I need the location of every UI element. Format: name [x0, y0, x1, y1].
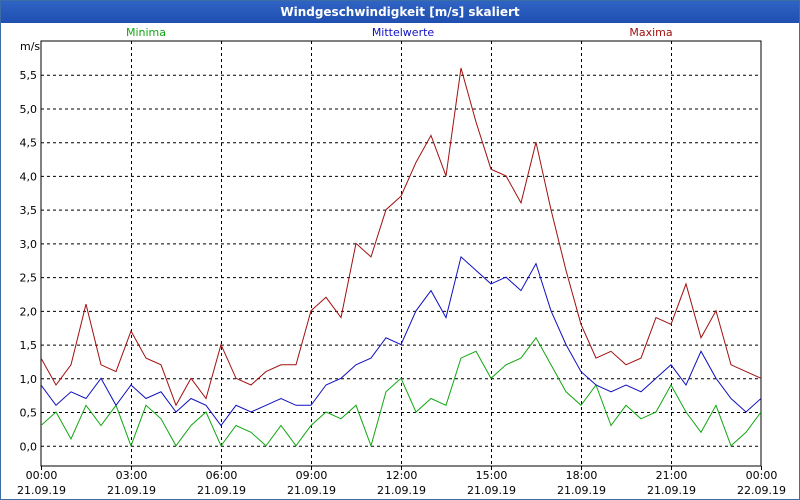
- y-tick-label: 4,5: [20, 137, 38, 150]
- x-tick-date-label: 22.09.19: [737, 484, 786, 497]
- wind-speed-chart: 0,0 0,5 1,0 1,5 2,0 2,5 3,0 3,5 4,0 4,5 5,0 5,5 00:0…: [17, 26, 786, 497]
- y-tick-label: 2,0: [20, 305, 38, 318]
- x-tick-time-label: 15:00: [476, 469, 508, 482]
- window-title: Windgeschwindigkeit [m/s] skaliert: [1, 1, 799, 23]
- y-tick-label: 5,5: [20, 69, 38, 82]
- y-tick-label: 3,0: [20, 238, 38, 251]
- x-tick-time-label: 03:00: [116, 469, 148, 482]
- y-tick-label: 3,5: [20, 204, 38, 217]
- x-tick-time-label: 09:00: [296, 469, 328, 482]
- x-tick-time-label: 21:00: [656, 469, 688, 482]
- y-tick-label: 1,0: [20, 373, 38, 386]
- x-tick-date-label: 21.09.19: [647, 484, 696, 497]
- y-tick-label: 0,5: [20, 407, 38, 420]
- x-tick-date-label: 21.09.19: [17, 484, 66, 497]
- x-tick-date-label: 21.09.19: [287, 484, 336, 497]
- y-tick-label: 0,0: [20, 440, 38, 453]
- legend-maxima: Maxima: [629, 26, 672, 39]
- x-tick-date-label: 21.09.19: [107, 484, 156, 497]
- y-tick-label: 4,0: [20, 170, 38, 183]
- y-tick-label: 2,5: [20, 272, 38, 285]
- series-line-maxima: [41, 67, 761, 407]
- y-axis-label: m/s: [20, 40, 40, 53]
- x-tick-time-label: 18:00: [566, 469, 598, 482]
- legend-minima: Minima: [126, 26, 166, 39]
- x-tick-time-label: 12:00: [386, 469, 418, 482]
- x-tick-time-label: 00:00: [26, 469, 58, 482]
- legend-mittelwerte: Mittelwerte: [372, 26, 435, 39]
- x-tick-time-label: 00:00: [746, 469, 778, 482]
- y-tick-label: 1,5: [20, 339, 38, 352]
- x-tick-date-label: 21.09.19: [377, 484, 426, 497]
- x-tick-date-label: 21.09.19: [467, 484, 516, 497]
- x-tick-date-label: 21.09.19: [197, 484, 246, 497]
- series-line-mittelwerte: [41, 255, 761, 427]
- x-tick-time-label: 06:00: [206, 469, 238, 482]
- series-line-minima: [41, 336, 761, 448]
- y-tick-label: 5,0: [20, 103, 38, 116]
- x-tick-date-label: 21.09.19: [557, 484, 606, 497]
